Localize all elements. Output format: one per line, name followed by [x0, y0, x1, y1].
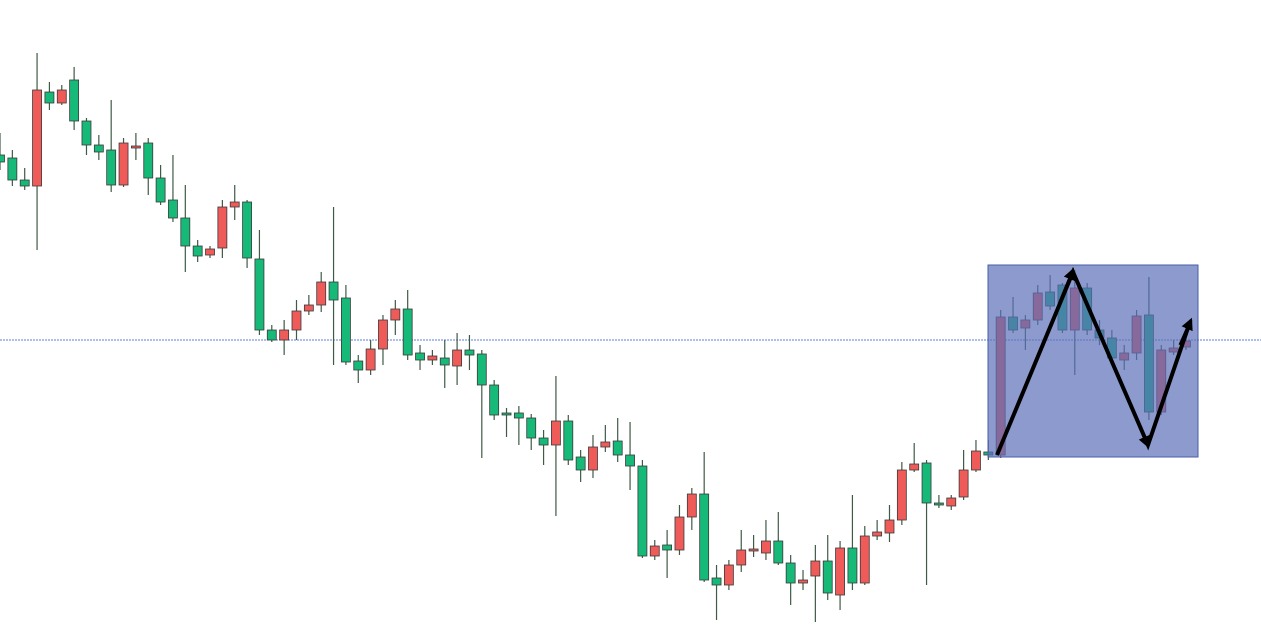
candle-body: [896, 469, 907, 521]
candle-body: [785, 562, 796, 584]
candle-body: [501, 412, 512, 416]
candle-body: [526, 417, 537, 439]
candle-body: [699, 493, 710, 581]
candle-body: [921, 462, 932, 504]
candle-body: [378, 319, 388, 350]
pattern-path: [995, 266, 1192, 456]
candle-body: [588, 446, 598, 471]
candle-body: [748, 548, 759, 552]
candle-body: [513, 412, 524, 419]
candle-body: [637, 465, 648, 557]
candle-body: [217, 206, 228, 249]
arrow-head: [1058, 267, 1075, 303]
candle-body: [674, 516, 685, 551]
pattern-box: [987, 264, 1199, 458]
candle-body: [551, 420, 561, 446]
candle-body: [946, 497, 957, 507]
candle-body: [19, 179, 30, 187]
candle-body: [934, 502, 944, 506]
arrow-head: [1134, 417, 1150, 449]
candle-body: [736, 549, 747, 566]
candle-body: [872, 531, 883, 537]
candle-body: [205, 248, 215, 256]
candle-body: [810, 560, 821, 577]
candle-body: [798, 579, 808, 584]
candle-body: [538, 437, 549, 446]
candle-body: [563, 420, 574, 461]
candle-body: [353, 360, 364, 371]
candle-body: [254, 258, 265, 331]
candle-body: [93, 144, 104, 153]
candle-body: [81, 120, 92, 146]
candle-body: [835, 547, 845, 596]
candle-body: [143, 142, 154, 179]
candle-body: [958, 469, 969, 498]
candle-body: [303, 304, 314, 312]
candle-body: [155, 177, 166, 203]
candle-body: [402, 308, 413, 356]
candle-body: [884, 519, 895, 534]
candle-body: [365, 348, 376, 371]
candle-body: [279, 329, 290, 341]
candle-body: [971, 450, 981, 471]
candle-body: [192, 245, 203, 257]
candle-body: [476, 353, 487, 386]
candle-body: [316, 281, 327, 306]
candle-body: [427, 355, 438, 361]
candle-body: [489, 384, 500, 416]
candle-body: [266, 329, 277, 341]
candle-body: [909, 463, 920, 471]
candle-body: [847, 547, 858, 584]
candle-body: [168, 199, 178, 219]
candle-body: [649, 545, 660, 557]
candle-body: [612, 440, 623, 456]
candle-body: [439, 357, 450, 366]
candle-body: [822, 560, 833, 594]
candle-body: [328, 281, 339, 301]
candle-body: [761, 540, 771, 554]
arrow-head: [1178, 317, 1193, 346]
candle-body: [723, 564, 734, 586]
candle-body: [464, 349, 475, 356]
candle-body: [390, 308, 401, 321]
candle-body: [7, 157, 18, 181]
candle-body: [118, 142, 129, 186]
candle-body: [242, 201, 252, 259]
candle-body: [600, 441, 611, 448]
candle-body: [106, 149, 117, 186]
candle-body: [415, 352, 425, 361]
candle-body: [686, 493, 697, 518]
candle-body: [291, 310, 302, 331]
candle-body: [69, 79, 80, 122]
candle-body: [341, 297, 351, 363]
candle-body: [56, 89, 67, 104]
candle-body: [32, 89, 42, 187]
candle-body: [130, 145, 141, 149]
candle-body: [575, 456, 586, 471]
candle-body: [662, 544, 673, 551]
candle-body: [180, 217, 191, 247]
candle-body: [452, 349, 462, 367]
candle-body: [0, 154, 5, 163]
candle-body: [859, 535, 870, 584]
candle-body: [711, 577, 722, 586]
candle-body: [44, 91, 55, 104]
candle-body: [625, 454, 635, 467]
candle-body: [773, 540, 784, 564]
candle-body: [229, 201, 240, 208]
